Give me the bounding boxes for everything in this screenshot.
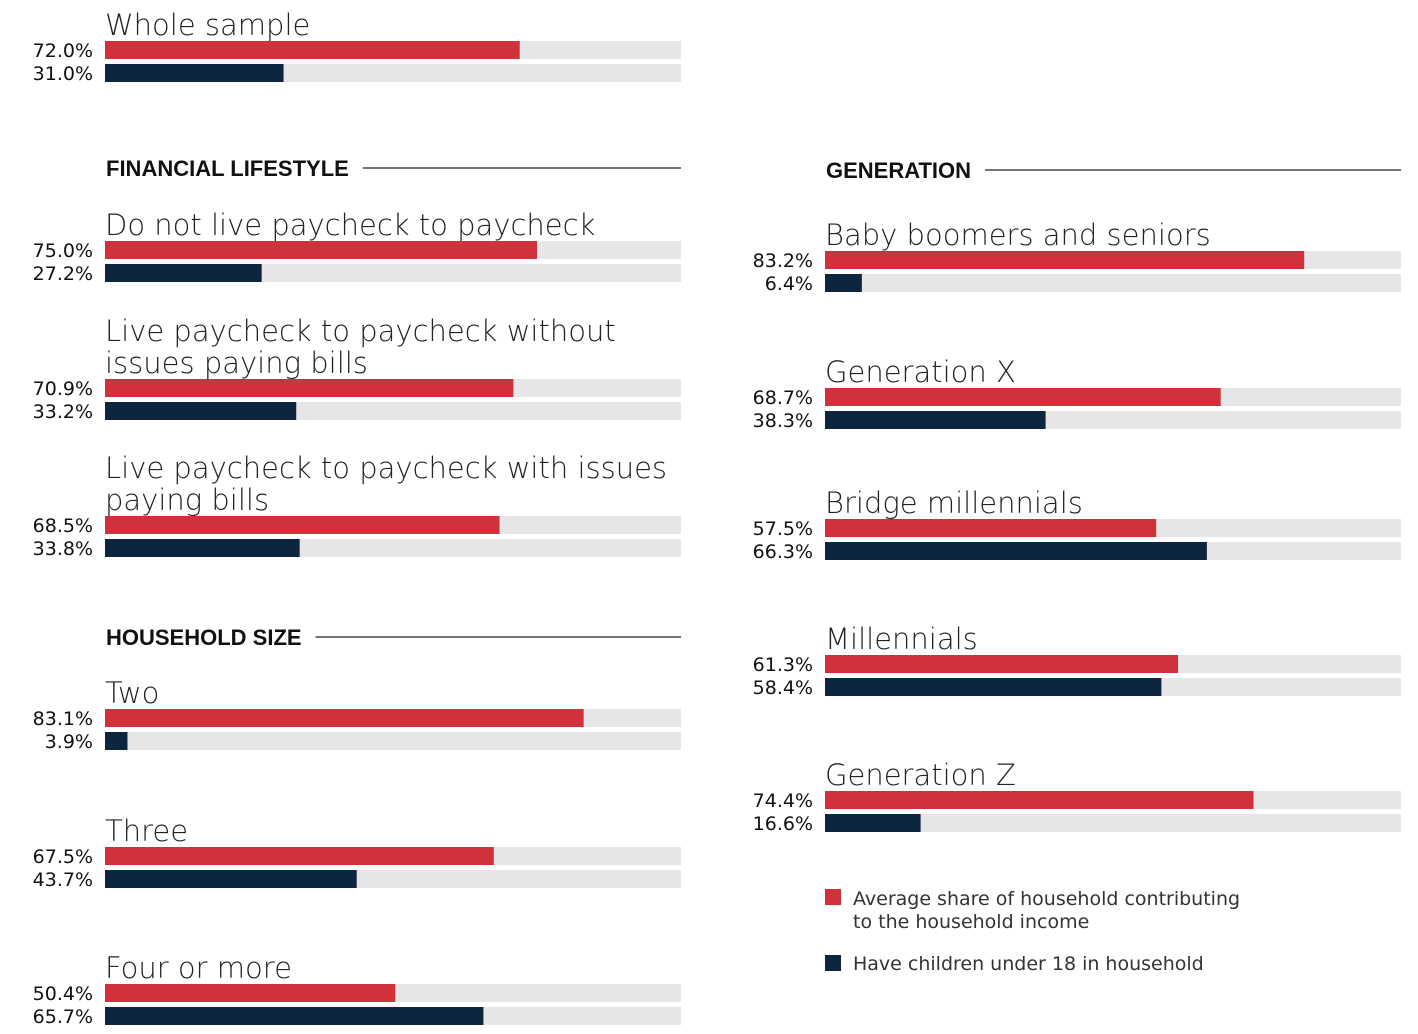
bar-household-income-share bbox=[825, 655, 1179, 673]
legend-label: Have children under 18 in household bbox=[853, 953, 1204, 975]
value-label: 6.4% bbox=[765, 273, 813, 295]
bar-household-income-share bbox=[105, 984, 396, 1002]
value-label: 31.0% bbox=[33, 63, 93, 85]
bar-household-income-share bbox=[105, 847, 494, 865]
group-label: Whole sample bbox=[105, 8, 310, 42]
value-label: 65.7% bbox=[33, 1006, 93, 1028]
value-label: 74.4% bbox=[753, 790, 813, 812]
bar-track bbox=[825, 274, 1401, 292]
bar-children-under-18 bbox=[825, 542, 1207, 560]
value-label: 75.0% bbox=[33, 240, 93, 262]
bar-household-income-share bbox=[105, 516, 500, 534]
legend-swatch-share bbox=[825, 889, 841, 905]
group-label: paying bills bbox=[105, 483, 269, 517]
group-label: Bridge millennials bbox=[825, 486, 1083, 520]
value-label: 66.3% bbox=[753, 541, 813, 563]
value-label: 61.3% bbox=[753, 654, 813, 676]
bar-children-under-18 bbox=[825, 814, 921, 832]
value-label: 67.5% bbox=[33, 846, 93, 868]
group-label: Two bbox=[105, 676, 159, 710]
bar-track bbox=[825, 814, 1401, 832]
bar-children-under-18 bbox=[105, 1007, 484, 1025]
value-label: 3.9% bbox=[45, 731, 93, 753]
bar-household-income-share bbox=[825, 519, 1157, 537]
legend-label: to the household income bbox=[853, 911, 1089, 933]
group-label: Millennials bbox=[825, 622, 978, 656]
bar-children-under-18 bbox=[105, 64, 284, 82]
bar-household-income-share bbox=[825, 388, 1221, 406]
value-label: 38.3% bbox=[753, 410, 813, 432]
bar-children-under-18 bbox=[825, 274, 862, 292]
bar-children-under-18 bbox=[105, 264, 262, 282]
bar-children-under-18 bbox=[105, 732, 128, 750]
value-label: 57.5% bbox=[753, 518, 813, 540]
group-label: Live paycheck to paycheck without bbox=[105, 314, 616, 348]
group-label: Live paycheck to paycheck with issues bbox=[105, 451, 667, 485]
section-title: FINANCIAL LIFESTYLE bbox=[106, 156, 349, 181]
group-label: Three bbox=[105, 814, 188, 848]
value-label: 50.4% bbox=[33, 983, 93, 1005]
value-label: 68.5% bbox=[33, 515, 93, 537]
group-label: Four or more bbox=[105, 951, 292, 985]
value-label: 70.9% bbox=[33, 378, 93, 400]
bar-household-income-share bbox=[105, 379, 514, 397]
bar-household-income-share bbox=[105, 709, 584, 727]
bar-children-under-18 bbox=[825, 678, 1162, 696]
group-label: Generation Z bbox=[825, 758, 1016, 792]
bar-children-under-18 bbox=[105, 402, 297, 420]
bar-children-under-18 bbox=[825, 411, 1046, 429]
value-label: 83.1% bbox=[33, 708, 93, 730]
section-title: GENERATION bbox=[826, 158, 971, 183]
bar-household-income-share bbox=[825, 791, 1254, 809]
value-label: 83.2% bbox=[753, 250, 813, 272]
section-title: HOUSEHOLD SIZE bbox=[106, 625, 302, 650]
value-label: 27.2% bbox=[33, 263, 93, 285]
bar-household-income-share bbox=[105, 41, 520, 59]
bar-children-under-18 bbox=[105, 539, 300, 557]
bar-children-under-18 bbox=[105, 870, 357, 888]
bar-household-income-share bbox=[825, 251, 1305, 269]
value-label: 33.2% bbox=[33, 401, 93, 423]
group-label: issues paying bills bbox=[105, 346, 368, 380]
group-label: Generation X bbox=[825, 355, 1016, 389]
value-label: 43.7% bbox=[33, 869, 93, 891]
legend-label: Average share of household contributing bbox=[853, 888, 1240, 910]
value-label: 16.6% bbox=[753, 813, 813, 835]
value-label: 33.8% bbox=[33, 538, 93, 560]
value-label: 72.0% bbox=[33, 40, 93, 62]
group-label: Do not live paycheck to paycheck bbox=[105, 208, 595, 242]
legend-swatch-children bbox=[825, 955, 841, 971]
bar-household-income-share bbox=[105, 241, 537, 259]
value-label: 68.7% bbox=[753, 387, 813, 409]
group-label: Baby boomers and seniors bbox=[825, 218, 1211, 252]
bar-track bbox=[105, 732, 681, 750]
value-label: 58.4% bbox=[753, 677, 813, 699]
